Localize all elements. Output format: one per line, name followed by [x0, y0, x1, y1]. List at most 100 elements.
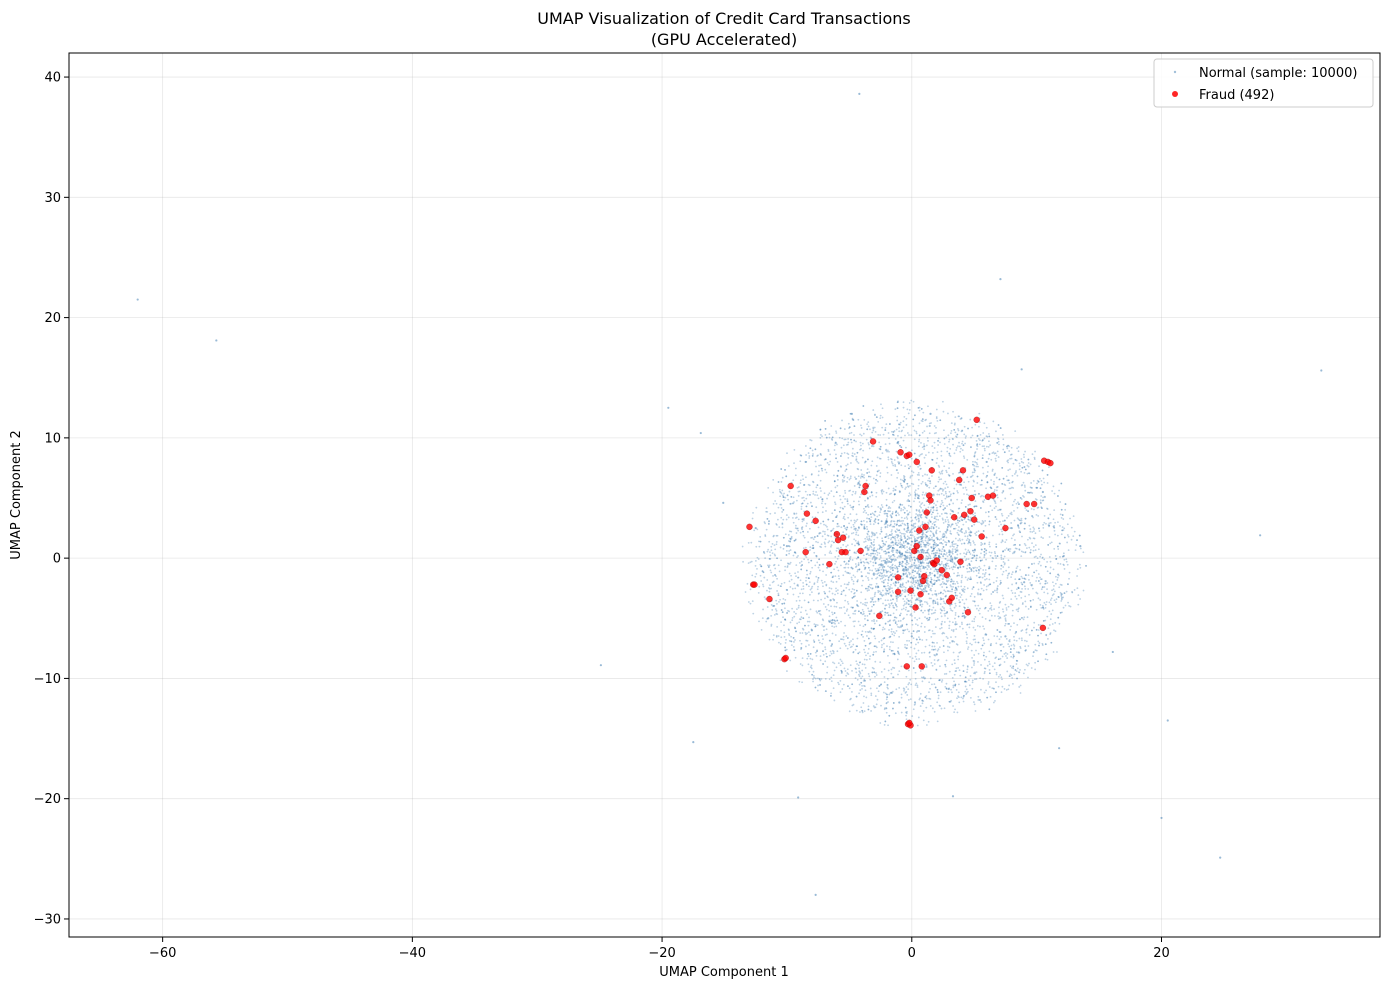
normal-point: [923, 430, 926, 433]
normal-point: [1005, 547, 1008, 550]
normal-point: [920, 482, 923, 485]
normal-point: [938, 552, 941, 555]
normal-point: [1067, 535, 1070, 538]
normal-point: [879, 555, 882, 557]
normal-point: [911, 558, 914, 561]
normal-point: [894, 530, 897, 533]
normal-point: [968, 570, 971, 573]
normal-point: [866, 547, 869, 549]
normal-point: [998, 602, 1001, 604]
normal-point: [777, 564, 780, 567]
normal-point: [1043, 514, 1046, 517]
normal-point: [847, 438, 849, 440]
normal-point: [855, 440, 857, 443]
normal-point: [925, 584, 928, 587]
normal-point: [922, 590, 925, 593]
normal-point: [1013, 635, 1015, 638]
normal-point: [825, 574, 828, 576]
normal-point: [879, 475, 882, 478]
normal-point: [837, 681, 840, 684]
normal-point: [882, 433, 885, 436]
normal-point: [845, 533, 848, 536]
normal-point: [985, 585, 988, 588]
normal-point: [1014, 498, 1016, 501]
normal-point: [1041, 644, 1044, 646]
normal-point: [886, 677, 889, 680]
normal-point: [804, 624, 806, 627]
normal-point: [1023, 527, 1026, 530]
normal-point: [895, 541, 898, 544]
normal-point: [974, 500, 977, 502]
normal-point: [940, 615, 943, 618]
normal-point: [764, 598, 767, 600]
normal-point: [1060, 508, 1063, 511]
normal-point: [949, 530, 952, 532]
normal-point: [927, 577, 930, 580]
normal-point: [960, 447, 962, 450]
normal-point: [1068, 577, 1070, 580]
normal-point: [843, 642, 846, 645]
normal-point: [953, 562, 956, 564]
normal-point: [1014, 458, 1017, 461]
normal-point: [897, 441, 899, 443]
normal-point: [848, 426, 851, 429]
normal-point: [981, 466, 984, 469]
normal-point: [956, 531, 959, 534]
normal-point: [769, 569, 772, 572]
normal-point: [783, 581, 786, 584]
normal-point: [854, 478, 857, 480]
normal-point: [953, 452, 956, 455]
normal-point: [866, 505, 869, 507]
normal-point: [885, 520, 888, 524]
normal-point: [968, 551, 971, 553]
normal-point: [808, 593, 811, 596]
normal-point: [943, 583, 945, 585]
normal-point: [934, 568, 937, 571]
normal-point: [929, 557, 931, 560]
normal-point: [897, 647, 900, 649]
normal-point: [872, 705, 875, 707]
normal-point: [1055, 558, 1058, 561]
normal-point: [787, 516, 790, 519]
normal-point: [867, 539, 870, 542]
normal-point: [836, 478, 839, 481]
normal-point: [896, 549, 899, 552]
normal-point: [810, 591, 813, 594]
normal-point: [851, 454, 854, 457]
normal-point: [804, 490, 807, 493]
normal-point: [1015, 631, 1018, 633]
normal-point: [889, 571, 892, 574]
normal-point: [1057, 521, 1059, 524]
normal-point: [794, 639, 796, 641]
normal-point: [1029, 537, 1032, 540]
normal-point: [848, 572, 851, 575]
normal-point: [841, 688, 844, 690]
normal-point: [987, 465, 990, 468]
normal-point: [1012, 655, 1015, 658]
normal-point: [766, 510, 769, 513]
normal-point: [757, 558, 760, 560]
normal-point: [960, 594, 963, 596]
normal-point: [892, 604, 894, 607]
normal-point: [891, 511, 894, 513]
normal-point: [878, 558, 881, 561]
normal-point: [833, 509, 836, 511]
normal-point: [975, 557, 978, 560]
normal-point: [963, 457, 966, 459]
normal-point: [814, 651, 817, 654]
normal-point: [989, 505, 992, 507]
normal-point: [881, 610, 884, 613]
normal-point: [796, 556, 798, 559]
normal-point: [792, 496, 795, 499]
normal-point: [817, 526, 820, 529]
normal-point: [952, 540, 955, 543]
normal-point: [991, 560, 994, 563]
normal-point: [911, 534, 914, 537]
normal-point: [863, 474, 865, 476]
normal-point: [810, 439, 813, 442]
normal-point: [948, 452, 951, 455]
normal-point: [1017, 450, 1020, 453]
normal-point: [867, 607, 870, 610]
normal-point: [980, 479, 983, 482]
normal-point: [814, 677, 817, 680]
